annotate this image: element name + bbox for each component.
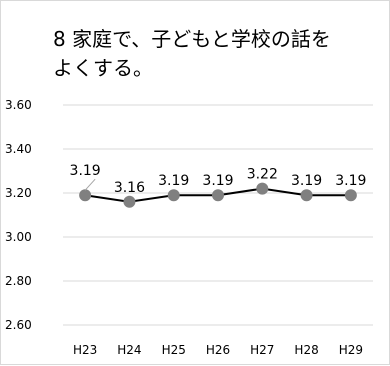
data-label: 3.16: [114, 180, 145, 196]
y-tick-label: 3.00: [5, 230, 32, 244]
x-tick-label: H25: [162, 343, 186, 357]
y-tick-label: 2.60: [5, 318, 32, 332]
y-tick-label: 3.60: [5, 98, 32, 112]
data-point: [256, 182, 269, 195]
chart-title: 8 家庭で、子どもと学校の話を よくする。: [53, 27, 331, 80]
x-tick-label: H29: [339, 343, 363, 357]
y-tick-label: 2.80: [5, 274, 32, 288]
y-tick-label: 3.40: [5, 142, 32, 156]
y-tick-label: 3.20: [5, 186, 32, 200]
data-label: 3.19: [202, 173, 233, 189]
data-label: 3.19: [70, 163, 101, 179]
x-tick-label: H23: [73, 343, 97, 357]
x-tick-label: H28: [294, 343, 318, 357]
data-point: [123, 195, 136, 208]
x-tick-label: H24: [117, 343, 141, 357]
data-point: [167, 189, 180, 202]
x-tick-label: H27: [250, 343, 274, 357]
data-label: 3.19: [335, 173, 366, 189]
label-leader-line: [84, 178, 96, 191]
data-label: 3.19: [291, 173, 322, 189]
data-point: [300, 189, 313, 202]
data-label: 3.19: [158, 173, 189, 189]
data-point: [212, 189, 224, 202]
x-tick-label: H26: [206, 343, 230, 357]
data-point: [344, 189, 357, 202]
data-point: [79, 189, 92, 202]
data-label: 3.22: [247, 167, 278, 183]
